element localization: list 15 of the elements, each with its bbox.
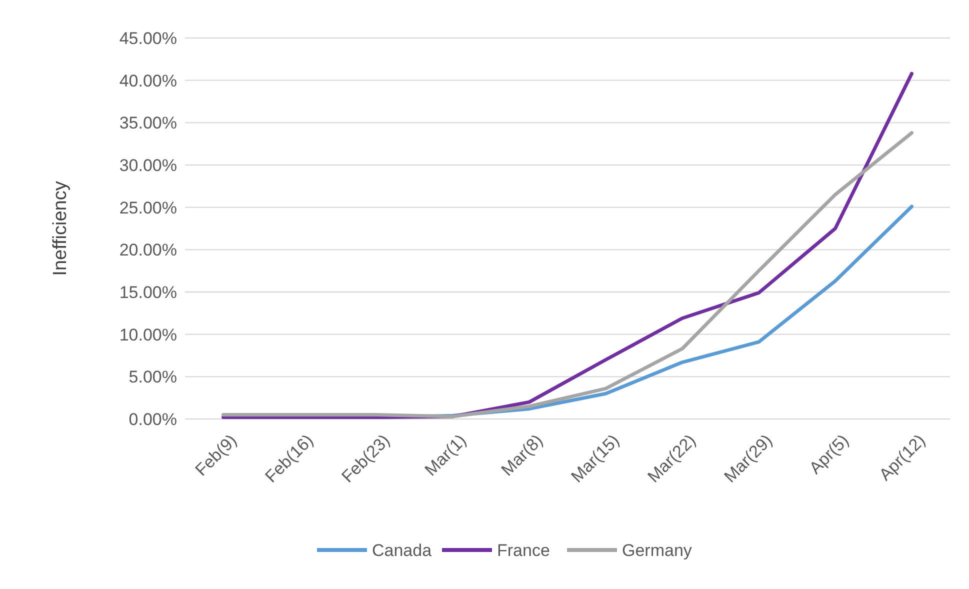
y-axis-title: Inefficiency [50, 180, 71, 276]
y-tick-label: 30.00% [119, 156, 177, 175]
y-tick-label: 0.00% [128, 410, 177, 429]
line-series [222, 131, 914, 418]
y-tick-label: 45.00% [119, 28, 177, 48]
legend-label: France [497, 540, 550, 560]
y-tick-label: 5.00% [128, 368, 177, 387]
y-tick-label: 15.00% [119, 282, 177, 302]
y-tick-label: 20.00% [119, 240, 177, 260]
y-tick-label: 40.00% [119, 71, 177, 90]
legend-label: Germany [622, 540, 692, 560]
legend-label: Canada [372, 540, 432, 560]
y-tick-label: 25.00% [119, 198, 177, 218]
y-tick-label: 10.00% [119, 325, 177, 344]
y-tick-label: 35.00% [119, 114, 177, 133]
